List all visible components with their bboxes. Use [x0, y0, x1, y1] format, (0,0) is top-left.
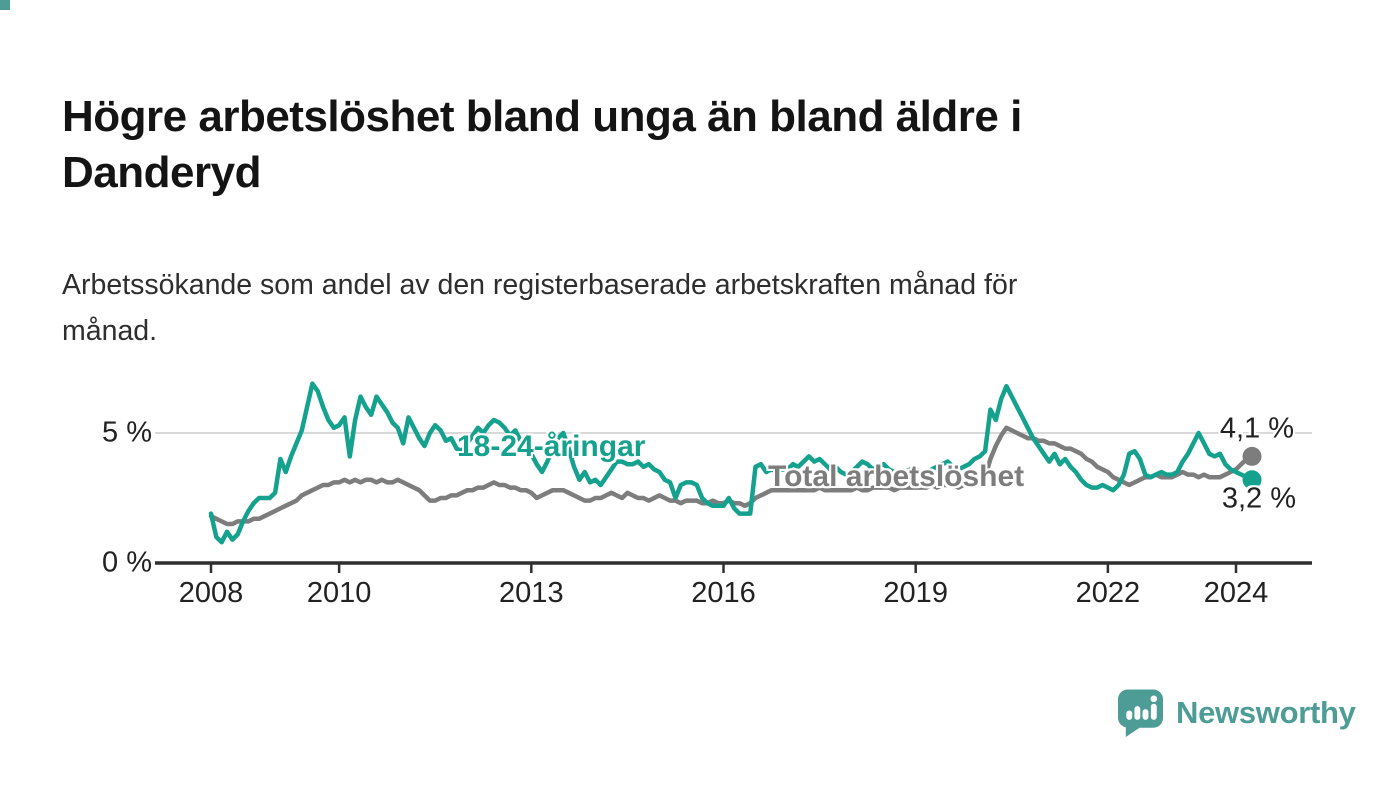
brand-corner-mark	[0, 0, 10, 10]
title-line-1: Högre arbetslöshet bland unga än bland ä…	[62, 92, 1022, 142]
x-tick-label: 2013	[499, 577, 564, 609]
speech-bubble-bar-chart-icon	[1117, 689, 1164, 737]
series-end-dot-total	[1242, 446, 1262, 466]
y-tick-label: 0 %	[102, 546, 152, 579]
title-line-2: Danderyd	[62, 147, 261, 197]
x-tick-label: 2019	[883, 577, 948, 609]
brand-name: Newsworthy	[1176, 695, 1356, 730]
x-tick-label: 2022	[1075, 577, 1141, 609]
brand-logo: Newsworthy	[1117, 688, 1356, 738]
x-tick-label: 2016	[691, 577, 756, 609]
y-tick-label: 5 %	[102, 416, 152, 449]
subtitle-line-1: Arbetssökande som andel av den registerb…	[62, 268, 1018, 301]
x-tick-label: 2024	[1203, 577, 1269, 609]
page-title: Högre arbetslöshet bland unga än bland ä…	[62, 89, 1262, 200]
subtitle-line-2: månad.	[62, 314, 158, 347]
chart-plot	[155, 381, 1312, 573]
x-tick-label: 2008	[178, 577, 244, 609]
chart-subtitle: Arbetssökande som andel av den registerb…	[62, 262, 1302, 354]
x-tick-label: 2010	[306, 577, 372, 609]
series-label-total: Total arbetslöshet	[768, 460, 1025, 493]
series-label-youth: 18-24-åringar	[457, 430, 646, 463]
series-line-youth	[208, 381, 1255, 545]
end-value-label-youth: 3,2 %	[1221, 482, 1296, 515]
series-line-total	[208, 425, 1255, 527]
end-value-label-total: 4,1 %	[1219, 412, 1294, 445]
series-end-dot-youth	[1242, 470, 1262, 490]
